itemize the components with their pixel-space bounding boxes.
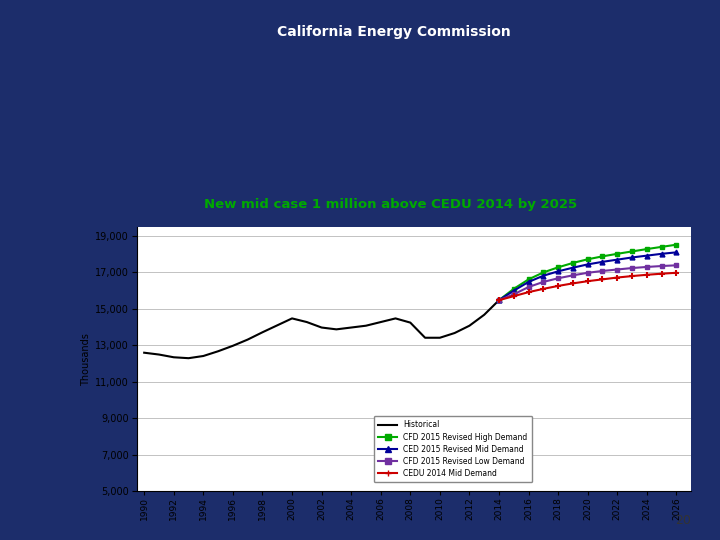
Text: Employment: Employment [307,130,474,154]
Legend: Historical, CFD 2015 Revised High Demand, CED 2015 Revised Mid Demand, CFD 2015 : Historical, CFD 2015 Revised High Demand… [374,416,532,482]
Text: Statewide Non-Agricultural: Statewide Non-Agricultural [210,69,572,92]
Text: New mid case 1 million above CEDU 2014 by 2025: New mid case 1 million above CEDU 2014 b… [204,198,577,212]
Y-axis label: Thousands: Thousands [81,333,91,386]
Text: California Energy Commission: California Energy Commission [277,25,511,39]
Text: 20: 20 [675,514,691,526]
